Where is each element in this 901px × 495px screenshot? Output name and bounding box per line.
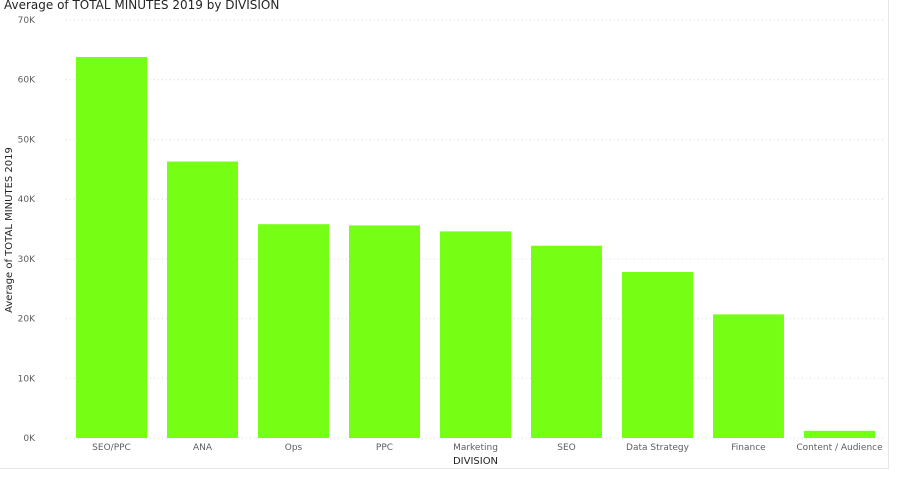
x-axis-title: DIVISION [453, 456, 498, 467]
x-tick-label: Finance [731, 443, 766, 453]
chart-title: Average of TOTAL MINUTES 2019 by DIVISIO… [4, 0, 280, 12]
y-axis-title: Average of TOTAL MINUTES 2019 [4, 147, 15, 313]
bar-ana[interactable] [167, 161, 238, 438]
bar-ops[interactable] [258, 224, 329, 438]
y-tick-label: 50K [18, 135, 36, 145]
y-tick-label: 30K [18, 255, 36, 265]
x-tick-label: Content / Audience [796, 443, 883, 453]
x-axis-ticks: SEO/PPC ANA Ops PPC Marketing SEO Data Strateg… [92, 443, 883, 453]
x-tick-label: Data Strategy [626, 443, 690, 453]
bar-content-audience[interactable] [804, 430, 875, 438]
y-tick-label: 0K [23, 434, 36, 444]
x-tick-label: Marketing [453, 443, 498, 453]
x-tick-label: SEO [557, 443, 575, 453]
x-tick-label: PPC [376, 443, 393, 453]
bars [76, 57, 875, 438]
y-tick-label: 70K [18, 16, 36, 26]
x-tick-label: ANA [193, 443, 213, 453]
x-tick-label: SEO/PPC [92, 443, 131, 453]
bar-seo-ppc[interactable] [76, 57, 147, 438]
bar-data-strategy[interactable] [622, 271, 693, 438]
x-tick-label: Ops [285, 443, 303, 453]
bar-finance[interactable] [713, 314, 784, 438]
y-tick-label: 10K [18, 374, 36, 384]
bar-seo[interactable] [531, 245, 602, 438]
bar-ppc[interactable] [349, 225, 420, 438]
y-tick-label: 40K [18, 195, 36, 205]
chart-visual: Average of TOTAL MINUTES 2019 by DIVISIO… [0, 0, 889, 469]
y-axis-ticks: 0K 10K 20K 30K 40K 50K 60K 70K [18, 16, 36, 444]
bar-chart: 0K 10K 20K 30K 40K 50K 60K 70K SEO/PPC ANA Ops PPC… [4, 16, 885, 467]
y-tick-label: 60K [18, 76, 36, 86]
bar-marketing[interactable] [440, 231, 511, 438]
y-tick-label: 20K [18, 315, 36, 325]
